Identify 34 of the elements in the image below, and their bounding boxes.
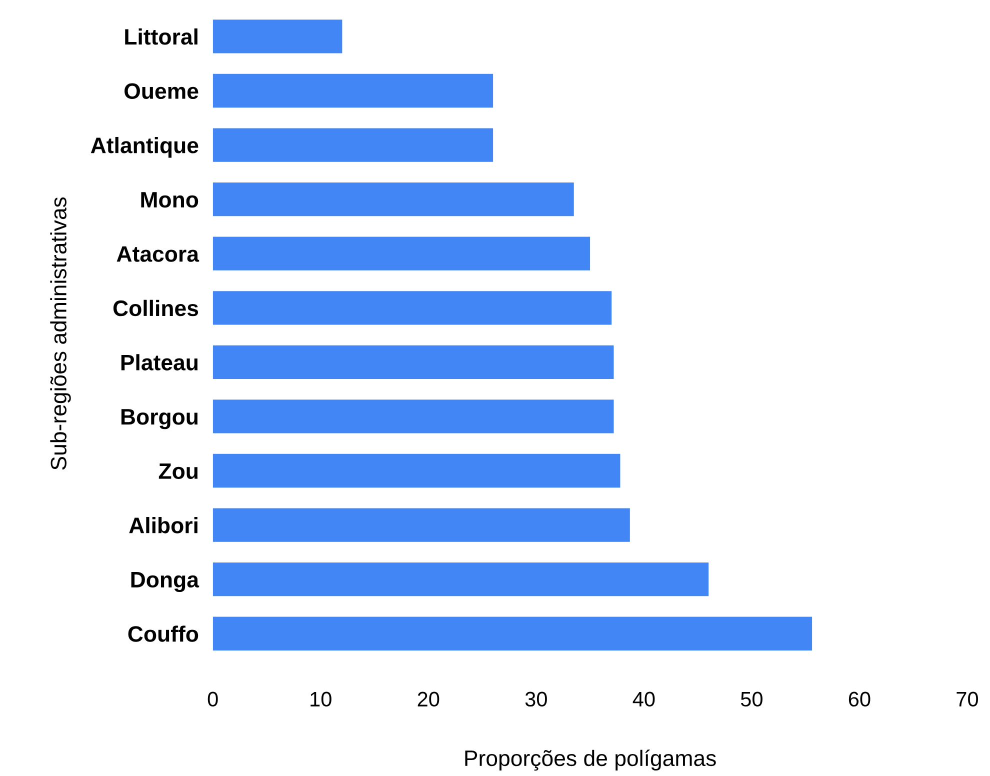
y-tick-label: Borgou [121,409,198,430]
y-tick-label: Mono [141,192,198,208]
bar [212,616,812,650]
bar [212,508,630,542]
bar [212,20,342,54]
x-tick-label: 70 [956,692,978,707]
bar [212,562,709,596]
x-tick-label: 50 [740,692,762,707]
y-tick-label: Donga [131,572,200,592]
bar [212,128,494,162]
x-tick-label: 0 [208,692,218,707]
bar [212,400,614,434]
y-tick-label: Zou [158,464,198,480]
y-axis-title: Sub-regiões administrativas [50,197,71,470]
x-tick-label: 60 [848,692,870,707]
x-tick-label: 40 [632,692,655,707]
y-tick-label: Collines [113,300,198,316]
y-tick-label: Oueme [124,83,198,100]
bar [212,182,574,216]
y-tick-label: Atacora [116,246,200,262]
y-tick-label: Couffo [128,626,198,642]
bar [212,236,590,270]
x-tick-label: 20 [418,692,440,707]
y-tick-label: Alibori [129,516,198,534]
x-tick-label: 10 [310,692,332,707]
y-tick-label: Plateau [121,354,198,370]
bar [212,454,620,488]
bar [212,291,612,325]
bar [212,74,494,108]
x-axis-title: Proporções de polígamas [465,750,716,771]
x-tick-label: 30 [525,692,547,707]
y-tick-label: Atlantique [90,136,198,158]
bar [212,345,614,380]
y-tick-label: Littoral [125,28,198,45]
